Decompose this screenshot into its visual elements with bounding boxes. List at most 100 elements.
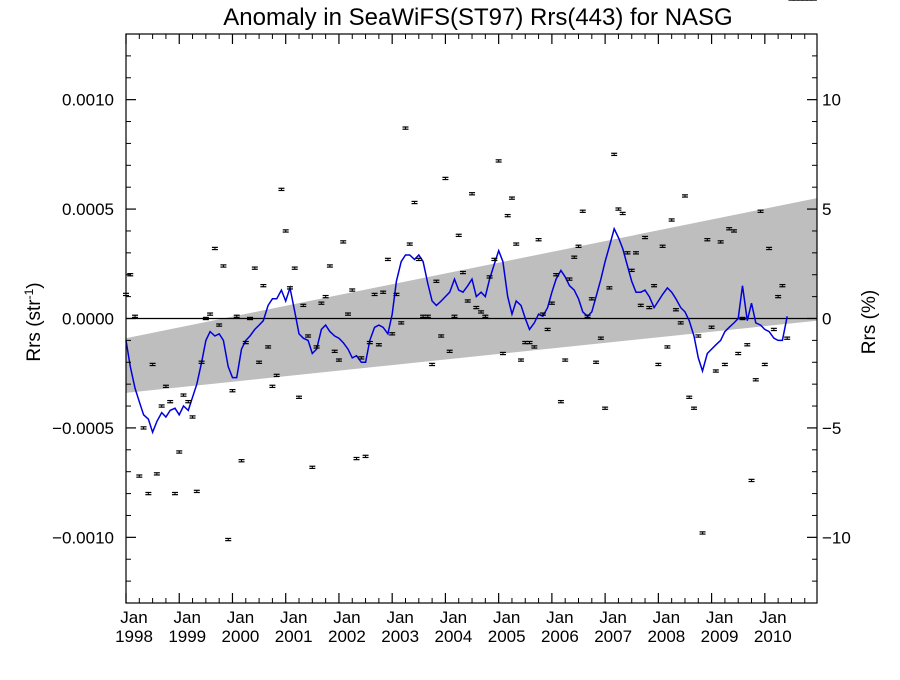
- anomaly-point: [575, 244, 582, 248]
- x-tick-year: 2006: [541, 627, 579, 646]
- anomaly-point: [721, 362, 728, 367]
- anomaly-point: [469, 192, 476, 196]
- anomaly-point: [704, 238, 711, 242]
- x-tick-year: 2007: [594, 627, 632, 646]
- x-tick-month: Jan: [759, 608, 786, 627]
- anomaly-point: [632, 251, 639, 255]
- anomaly-point: [158, 404, 165, 408]
- anomaly-point: [735, 351, 742, 356]
- anomaly-point: [326, 264, 333, 268]
- anomaly-point: [588, 297, 595, 301]
- anomaly-point: [442, 176, 449, 181]
- x-tick-month: Jan: [546, 608, 573, 627]
- y2-axis-label: Rrs (%): [859, 290, 880, 354]
- anomaly-point: [189, 415, 196, 419]
- y-axis-label: Rrs (str-1): [22, 282, 45, 361]
- anomaly-point: [579, 209, 586, 213]
- anomaly-point: [296, 395, 303, 399]
- anomaly-point: [260, 283, 267, 288]
- anomaly-point: [358, 356, 365, 360]
- anomaly-point: [384, 257, 391, 262]
- x-tick-year: 2004: [435, 627, 473, 646]
- anomaly-point: [331, 349, 338, 354]
- anomaly-point: [269, 384, 276, 389]
- y2-tick-label: −10: [822, 528, 851, 547]
- anomaly-point: [504, 213, 511, 218]
- anomaly-point: [757, 209, 764, 213]
- anomaly-point: [553, 273, 560, 277]
- trend-band-layer: [126, 198, 817, 393]
- anomaly-point: [145, 491, 152, 496]
- anomaly-point: [535, 238, 542, 242]
- anomaly-point: [207, 312, 214, 316]
- anomaly-point: [531, 345, 538, 349]
- anomaly-point: [739, 316, 746, 321]
- anomaly-point: [371, 292, 378, 297]
- anomaly-point: [597, 336, 604, 340]
- y-tick-label: 0.0010: [62, 91, 114, 110]
- anomaly-point: [362, 454, 369, 459]
- anomaly-point: [322, 294, 329, 299]
- anomaly-point: [615, 207, 622, 211]
- anomaly-point: [180, 393, 187, 397]
- anomaly-point: [398, 321, 405, 325]
- anomaly-point: [677, 321, 684, 325]
- anomaly-point: [225, 537, 232, 542]
- anomaly-point: [770, 327, 777, 332]
- anomaly-point: [495, 159, 502, 163]
- anomaly-point: [216, 323, 223, 327]
- anomaly-point: [340, 240, 347, 244]
- anomaly-point: [730, 229, 737, 233]
- anomaly-point: [451, 314, 458, 319]
- anomaly-point: [779, 283, 786, 288]
- x-tick-month: Jan: [174, 608, 201, 627]
- anomaly-point: [313, 345, 320, 349]
- running-mean-layer: [125, 226, 788, 435]
- anomaly-point: [335, 358, 342, 362]
- anomaly-point: [136, 474, 143, 478]
- anomaly-point: [508, 196, 515, 200]
- anomaly-point: [672, 308, 679, 312]
- y2-tick-label: −5: [822, 419, 841, 438]
- anomaly-point: [446, 349, 453, 354]
- anomaly-point: [651, 283, 658, 288]
- anomaly-point: [548, 301, 555, 305]
- x-tick-year: 2010: [754, 627, 792, 646]
- anomaly-point: [518, 358, 525, 362]
- y-tick-label: −0.0005: [52, 419, 114, 438]
- anomaly-point: [162, 384, 169, 389]
- anomaly-point: [389, 332, 396, 336]
- anomaly-point: [375, 343, 382, 347]
- y-tick-label: 0.0005: [62, 200, 114, 219]
- anomaly-point: [411, 200, 418, 205]
- x-tick-month: Jan: [227, 608, 254, 627]
- anomaly-point: [664, 345, 671, 349]
- x-tick-month: Jan: [280, 608, 307, 627]
- anomaly-point: [433, 279, 440, 283]
- x-tick-month: Jan: [599, 608, 626, 627]
- anomaly-point: [349, 288, 356, 292]
- anomaly-point: [202, 316, 209, 321]
- anomaly-point: [238, 459, 245, 463]
- anomaly-point: [406, 242, 413, 246]
- anomaly-point: [366, 340, 373, 345]
- anomaly-point: [251, 266, 258, 270]
- anomaly-point: [459, 270, 466, 275]
- y-axis-right: 10 5 0 −5 −10: [807, 33, 851, 604]
- anomaly-point: [300, 303, 307, 308]
- anomaly-point: [637, 303, 644, 308]
- anomaly-point: [273, 373, 280, 378]
- anomaly-point: [624, 251, 631, 255]
- anomaly-point: [486, 275, 493, 279]
- y-tick-label: 0.0000: [62, 310, 114, 329]
- x-tick-month: Jan: [653, 608, 680, 627]
- anomaly-point: [193, 489, 200, 494]
- anomaly-point: [149, 362, 156, 367]
- anomaly-point: [499, 351, 506, 356]
- anomaly-point: [291, 266, 298, 270]
- anomaly-point: [464, 299, 471, 303]
- anomaly-point: [566, 277, 573, 281]
- anomaly-point: [176, 450, 183, 454]
- anomaly-point: [402, 126, 409, 130]
